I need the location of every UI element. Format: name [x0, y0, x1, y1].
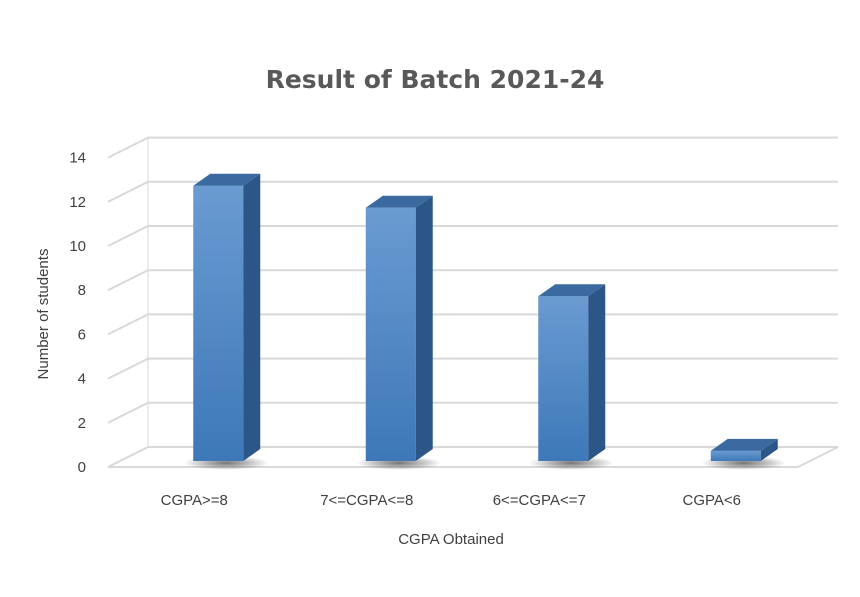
- bar-front: [193, 185, 244, 461]
- bar-side: [243, 173, 261, 461]
- bar-top: [365, 195, 433, 208]
- bar-side: [588, 284, 606, 461]
- grid-layer: [107, 136, 839, 468]
- bars: [183, 173, 787, 470]
- x-category-label: CGPA<6: [683, 492, 742, 509]
- x-category-label: 6<=CGPA<=7: [493, 492, 586, 509]
- y-tick-label: 4: [78, 371, 86, 388]
- y-axis-label: Number of students: [35, 249, 52, 380]
- bar-top: [538, 284, 606, 297]
- bar: [528, 284, 614, 470]
- gridline: [107, 136, 838, 159]
- bar: [356, 195, 442, 470]
- bar-front: [710, 450, 761, 461]
- bar-top: [193, 173, 261, 186]
- x-category-label: 7<=CGPA<=8: [320, 492, 413, 509]
- bar: [701, 438, 787, 470]
- y-tick-label: 8: [78, 282, 86, 299]
- x-category-label: CGPA>=8: [161, 492, 228, 509]
- category-labels: CGPA>=8 7<=CGPA<=8 6<=CGPA<=7 CGPA<6: [161, 492, 741, 509]
- bar-front: [365, 207, 416, 461]
- y-tick-label: 6: [78, 326, 86, 343]
- bar-side: [415, 195, 433, 462]
- floor-side-edge: [797, 446, 839, 468]
- y-tick-label: 14: [69, 150, 86, 167]
- y-tick-label: 10: [69, 238, 86, 255]
- bar-side: [760, 438, 778, 461]
- y-tick-label: 2: [78, 415, 86, 432]
- y-tick-label: 12: [69, 194, 86, 211]
- bar-front: [538, 296, 589, 461]
- bar: [183, 173, 269, 470]
- chart-title: Result of Batch 2021-24: [266, 65, 605, 94]
- bar-top: [710, 438, 778, 451]
- x-axis-label: CGPA Obtained: [398, 531, 504, 548]
- y-tick-labels: 0 2 4 6 8 10 12 14: [69, 150, 86, 476]
- y-tick-label: 0: [78, 459, 86, 476]
